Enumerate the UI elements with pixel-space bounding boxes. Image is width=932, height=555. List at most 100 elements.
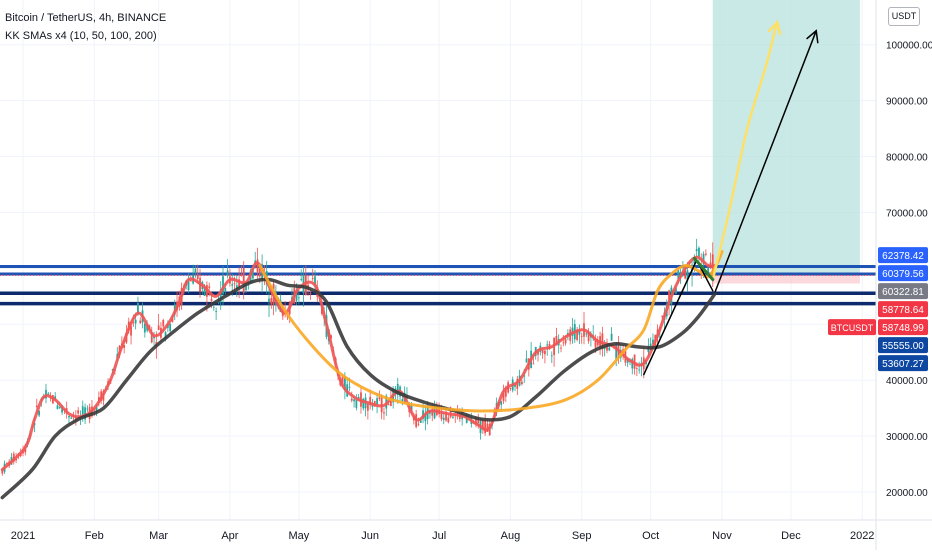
- x-tick-label: Aug: [501, 530, 521, 542]
- candle-body: [564, 339, 567, 344]
- price-label-box: [878, 247, 928, 264]
- price-label-box: [878, 283, 928, 300]
- candle-body: [270, 298, 273, 305]
- candle-body: [45, 389, 47, 399]
- sma-orange-line: [258, 250, 724, 413]
- candle-body: [143, 323, 146, 333]
- time-axis[interactable]: 2021 Feb Mar Apr May Jun Jul Aug Sep Oct Nov Dec 202…: [11, 530, 875, 542]
- y-tick-label: 80000.00: [886, 153, 928, 164]
- candle-body: [187, 280, 190, 290]
- candle-body: [215, 310, 218, 312]
- candle-body: [226, 270, 229, 276]
- candle-body: [369, 396, 372, 406]
- x-tick-label: Dec: [781, 530, 801, 542]
- candle-body: [447, 417, 450, 423]
- candle-body: [231, 284, 234, 286]
- candle-body: [445, 411, 447, 421]
- candle-body: [1, 469, 4, 474]
- candle-body: [15, 458, 17, 461]
- candle-body: [137, 302, 139, 315]
- candle-body: [235, 285, 238, 290]
- candle-body: [169, 323, 172, 332]
- candle-body: [704, 253, 707, 255]
- candle-body: [578, 330, 581, 335]
- y-tick-label: 40000.00: [886, 376, 928, 387]
- candle-body: [544, 350, 546, 355]
- moving-average-lines: [0, 238, 724, 500]
- x-tick-label: Jun: [361, 530, 379, 542]
- candle-body: [150, 333, 153, 343]
- candle-body: [350, 398, 353, 401]
- x-tick-label: 2022: [850, 530, 874, 542]
- candle-body: [111, 368, 114, 371]
- candle-body: [240, 274, 243, 277]
- candle-body: [410, 405, 413, 411]
- candle-body: [523, 375, 526, 377]
- x-tick-label: Jul: [432, 530, 446, 542]
- candle-body: [5, 462, 8, 464]
- annotation-line-3: [692, 256, 715, 282]
- price-label-box: [878, 265, 928, 282]
- candle-body: [698, 247, 700, 257]
- candle-body: [431, 409, 434, 416]
- candle-body: [658, 336, 661, 338]
- candle-body: [353, 399, 355, 402]
- candle-body: [210, 298, 213, 301]
- candle-body: [139, 320, 142, 324]
- candle-body: [162, 319, 165, 327]
- candle-body: [576, 330, 579, 340]
- currency-button[interactable]: USDT: [888, 7, 920, 26]
- candle-body: [238, 279, 241, 288]
- price-labels: 62378.42 60379.56 60322.81 58778.64 58748.99…: [828, 247, 928, 372]
- drawing-annotations: [643, 19, 819, 376]
- candle-body: [452, 416, 454, 418]
- candle-body: [224, 287, 227, 292]
- indicator-legend[interactable]: KK SMAs x4 (10, 50, 100, 200): [5, 30, 157, 42]
- candle-body: [77, 410, 80, 414]
- candle-body: [562, 342, 565, 344]
- candle-body: [256, 259, 259, 272]
- x-tick-label: Apr: [221, 530, 238, 542]
- candle-body: [608, 347, 611, 351]
- sma-dark-line: [0, 277, 717, 500]
- y-tick-label: 70000.00: [886, 208, 928, 219]
- y-tick-label: 100000.00: [886, 41, 932, 52]
- candle-body: [440, 412, 443, 420]
- arrowhead-icon: [767, 19, 782, 36]
- candle-body: [541, 350, 544, 354]
- candle-body: [304, 275, 307, 296]
- candle-body: [419, 420, 422, 423]
- price-label-box: [878, 355, 928, 372]
- candle-body: [348, 386, 351, 388]
- candle-body: [675, 288, 677, 294]
- stop-zone: [712, 275, 860, 284]
- candle-body: [268, 298, 270, 302]
- candle-body: [389, 396, 392, 406]
- candle-body: [387, 404, 390, 406]
- price-label-box: [878, 319, 928, 336]
- sma-red-line: [0, 255, 717, 472]
- candle-body: [68, 415, 70, 418]
- symbol-tag-box: [828, 319, 876, 336]
- x-tick-label: Sep: [572, 530, 592, 542]
- x-tick-label: Mar: [149, 530, 168, 542]
- candle-body: [481, 420, 484, 430]
- candle-body: [546, 344, 549, 346]
- candle-body: [560, 347, 562, 349]
- price-label: 58748.99: [882, 323, 924, 334]
- candle-body: [396, 383, 399, 395]
- candle-body: [555, 336, 558, 346]
- candle-body: [58, 407, 61, 409]
- candle-body: [56, 405, 59, 409]
- candle-body: [341, 376, 344, 384]
- x-tick-label: Oct: [642, 530, 659, 542]
- candle-body: [196, 274, 199, 280]
- candle-body: [509, 387, 512, 389]
- candle-body: [684, 266, 687, 279]
- price-label: 53607.27: [882, 359, 924, 370]
- candle-body: [222, 276, 224, 295]
- candle-body: [81, 406, 84, 415]
- horizontal-levels: [0, 265, 876, 306]
